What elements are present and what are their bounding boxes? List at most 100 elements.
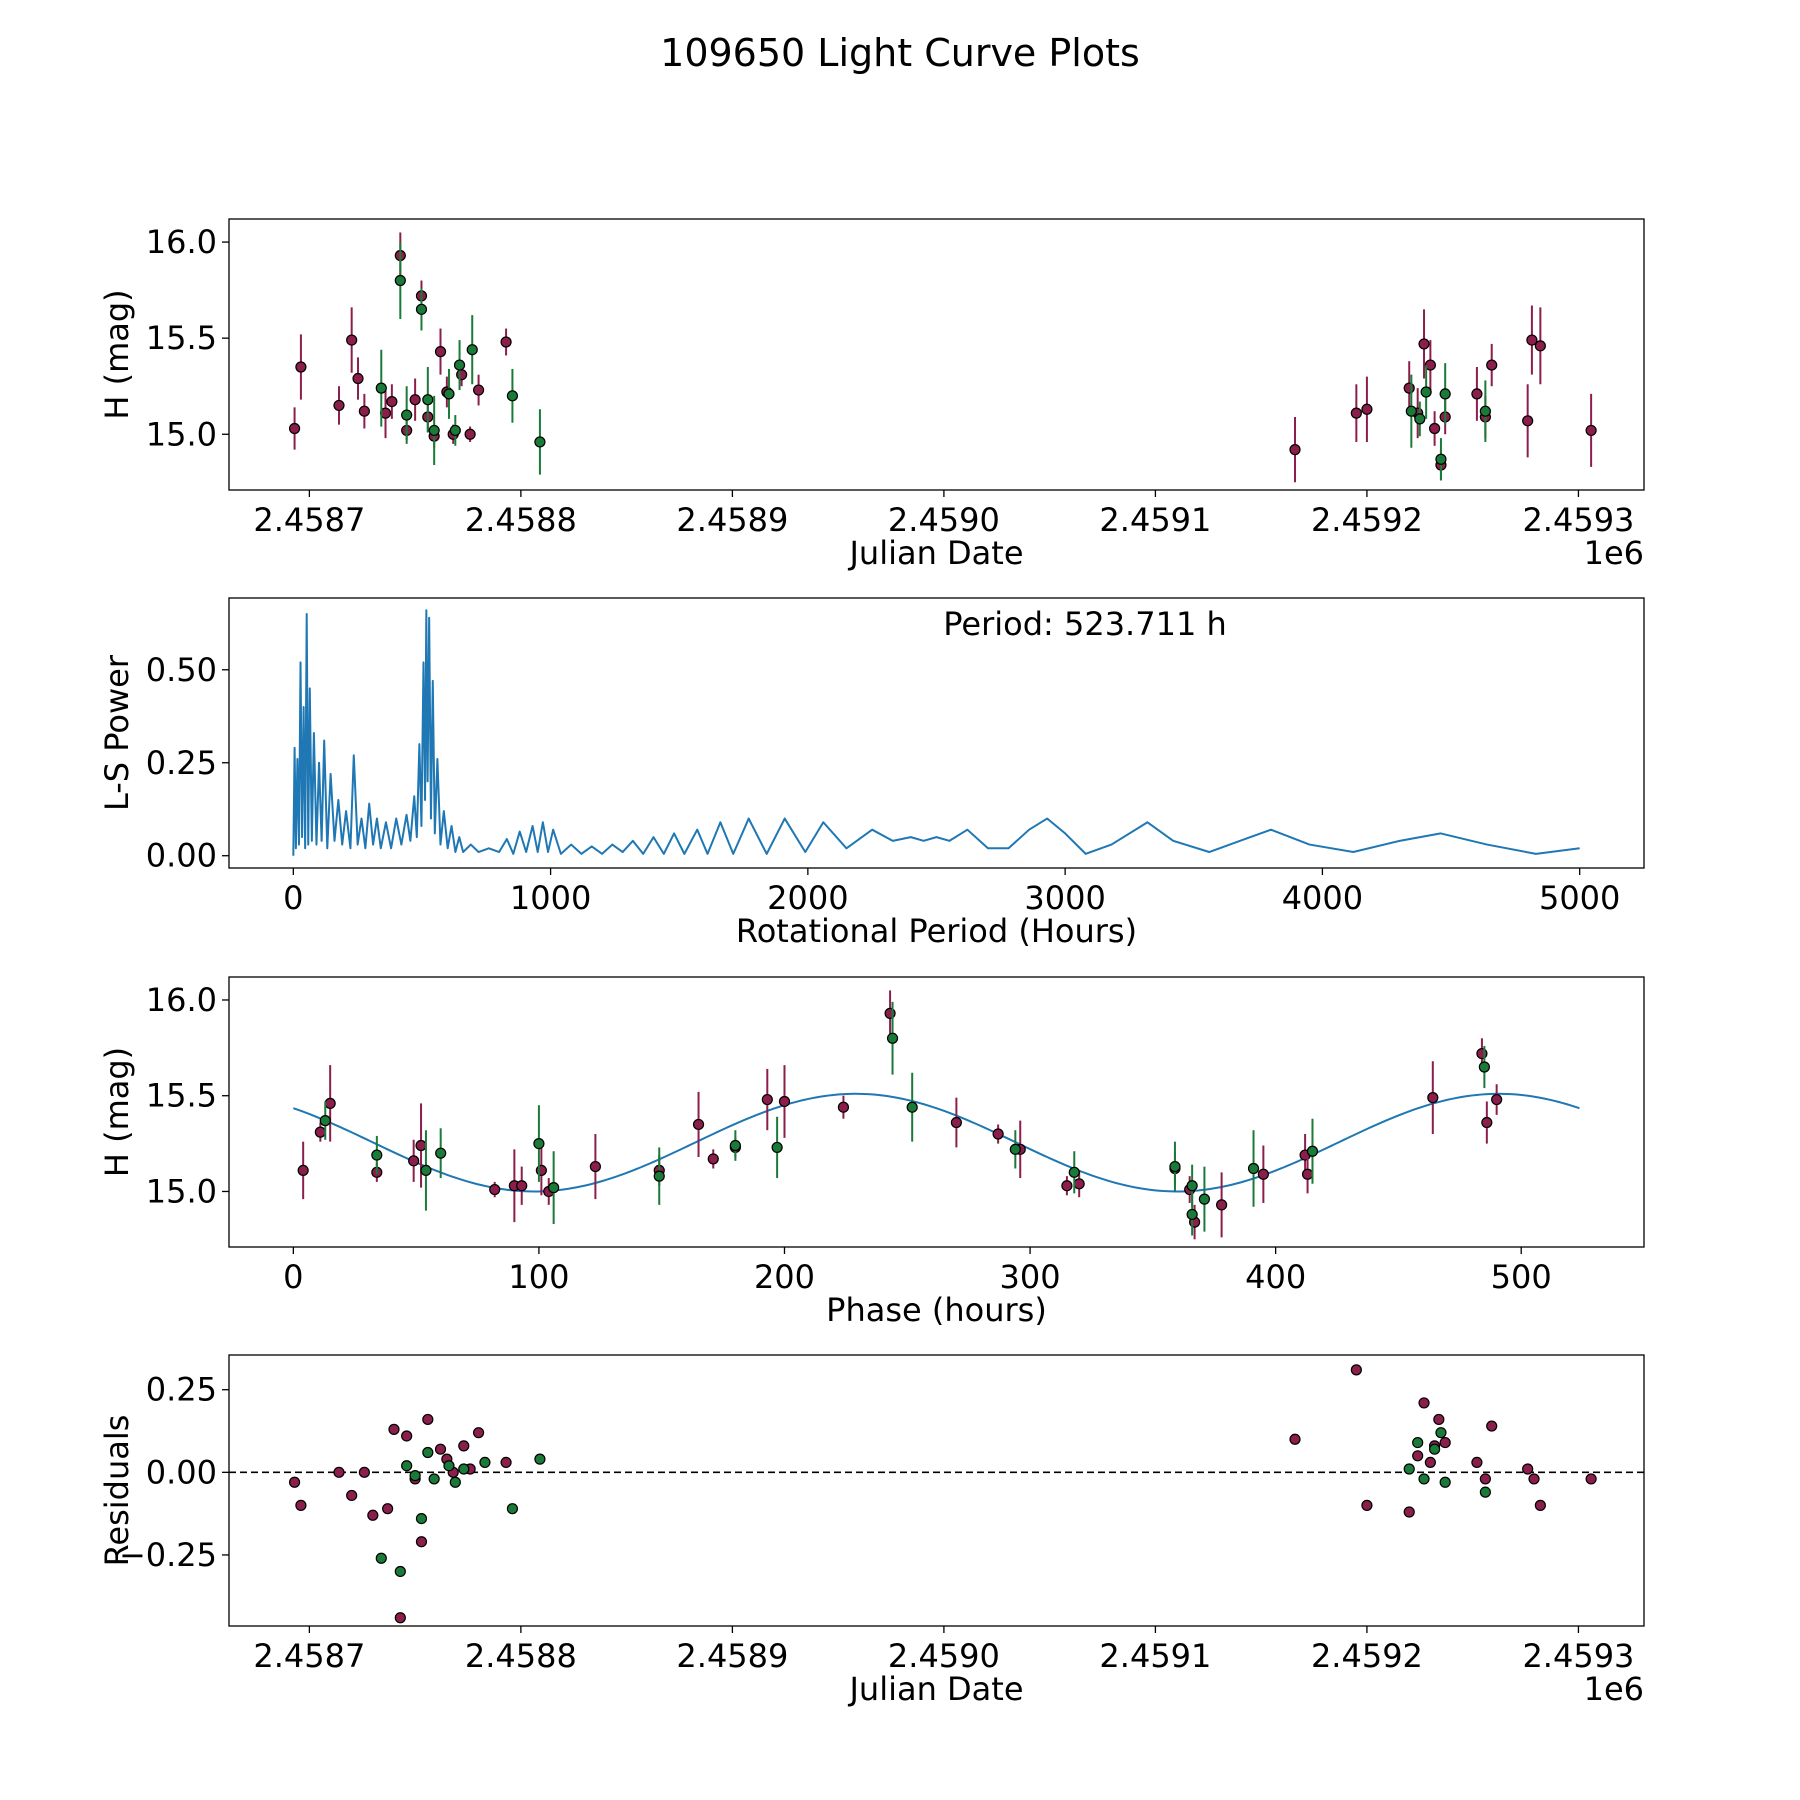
red-filter-point	[1476, 1047, 1488, 1060]
red-filter-point	[472, 1427, 485, 1439]
green-filter-point	[1478, 1061, 1490, 1073]
axes-frame	[228, 597, 1645, 869]
green-filter-point	[319, 1115, 331, 1127]
red-filter-point	[761, 1093, 773, 1106]
periodogram-panel: 0 1000 2000 3000 4000 5000 0.00 0.25 0.50 Rotatio…	[98, 597, 1645, 950]
red-filter-point	[1526, 334, 1538, 346]
axes-frame	[228, 976, 1645, 1248]
green-filter-point	[422, 1446, 434, 1459]
x-tick-label: 3000	[1024, 879, 1105, 917]
red-filter-point	[472, 384, 485, 396]
red-filter-point	[1471, 388, 1483, 400]
red-filter-point	[1534, 340, 1546, 352]
red-filter-point	[1491, 1093, 1503, 1106]
red-filter-point	[346, 1489, 358, 1502]
residuals-panel: 2.4587 2.4588 2.4589 2.4590 2.4591 2.4592 2.45…	[98, 1354, 1645, 1708]
green-filter-point	[375, 382, 387, 394]
green-filter-point	[1198, 1193, 1211, 1205]
green-filter-point	[1435, 453, 1447, 465]
plot-area	[292, 609, 1580, 856]
x-tick-label: 2.4591	[1099, 1637, 1211, 1675]
red-filter-point	[1301, 1168, 1314, 1180]
red-filter-point	[401, 1430, 413, 1442]
x-tick-label: 2.4591	[1099, 501, 1211, 539]
red-filter-point	[1403, 382, 1415, 394]
red-filter-point	[837, 1101, 850, 1113]
y-tick-label: 16.0	[146, 223, 217, 261]
y-tick-label: 0.25	[146, 1371, 217, 1409]
green-filter-point	[506, 1503, 519, 1515]
red-filter-point	[386, 395, 398, 408]
green-filter-point	[1418, 1473, 1430, 1485]
red-filter-point	[358, 405, 370, 417]
red-filter-point	[1216, 1199, 1228, 1211]
green-filter-point	[1479, 1486, 1491, 1498]
green-filter-point	[449, 424, 461, 437]
x-tick-label: 100	[508, 1258, 569, 1296]
red-filter-point	[297, 1164, 309, 1177]
green-filter-point	[428, 1473, 440, 1485]
x-tick-label: 2.4587	[253, 501, 365, 539]
red-filter-point	[1439, 1436, 1451, 1449]
green-filter-point	[453, 359, 466, 371]
green-filter-point	[906, 1101, 918, 1113]
red-filter-point	[333, 399, 345, 412]
green-filter-point	[1420, 386, 1432, 398]
x-tick-label: 2.4589	[676, 501, 788, 539]
red-filter-point	[324, 1097, 336, 1109]
x-tick-label: 2.4592	[1311, 501, 1423, 539]
green-filter-point	[1186, 1208, 1198, 1221]
red-filter-point	[992, 1128, 1004, 1140]
red-filter-point	[1528, 1473, 1540, 1485]
red-filter-point	[458, 1440, 470, 1452]
axes-frame	[228, 1354, 1645, 1627]
red-filter-point	[489, 1183, 501, 1196]
green-filter-point	[401, 1460, 413, 1472]
x-tick-label: 2.4592	[1311, 1637, 1423, 1675]
red-filter-point	[346, 334, 358, 346]
green-filter-point	[422, 394, 434, 406]
y-tick-label: 15.0	[146, 415, 217, 453]
green-filter-point	[653, 1170, 665, 1182]
red-filter-point	[1418, 338, 1430, 350]
red-filter-point	[692, 1118, 705, 1131]
red-filter-point	[1479, 1473, 1491, 1485]
y-axis-label: H (mag)	[98, 1047, 136, 1177]
x-tick-label: 2.4589	[676, 1637, 788, 1675]
red-filter-point	[707, 1153, 719, 1165]
red-filter-point	[1424, 1456, 1436, 1469]
green-filter-point	[458, 1463, 470, 1475]
y-tick-label: 15.0	[146, 1172, 217, 1210]
red-filter-point	[464, 428, 476, 440]
green-filter-point	[1306, 1145, 1319, 1157]
green-filter-point	[428, 424, 440, 437]
green-filter-point	[409, 1470, 421, 1482]
x-tick-label: 2000	[767, 879, 848, 917]
green-filter-point	[534, 436, 546, 448]
green-filter-point	[1412, 1436, 1424, 1449]
model-fit-curve	[293, 1092, 1580, 1193]
red-filter-point	[535, 1164, 547, 1177]
y-axis-label: H (mag)	[98, 289, 136, 419]
green-filter-point	[729, 1139, 741, 1152]
red-filter-point	[1350, 407, 1362, 419]
red-filter-point	[500, 1456, 512, 1469]
red-filter-point	[415, 1536, 428, 1548]
green-filter-point	[1429, 1443, 1441, 1455]
y-axis-label: L-S Power	[98, 654, 136, 811]
x-offset-label: 1e6	[1584, 534, 1644, 572]
phased-panel: 0 100 200 300 400 500 15.0 15.5 16.0 Phase (hours…	[98, 976, 1645, 1329]
red-filter-point	[1522, 415, 1534, 427]
red-filter-point	[295, 361, 307, 373]
x-tick-label: 2.4588	[465, 501, 577, 539]
plot-area	[288, 232, 1597, 483]
red-filter-point	[1403, 1506, 1415, 1518]
green-filter-point	[534, 1453, 546, 1465]
red-filter-point	[589, 1160, 601, 1173]
red-filter-point	[1061, 1180, 1073, 1192]
green-filter-point	[415, 1512, 428, 1525]
y-axis-label: Residuals	[98, 1415, 136, 1567]
x-tick-label: 300	[1000, 1258, 1061, 1296]
green-filter-point	[506, 390, 519, 402]
